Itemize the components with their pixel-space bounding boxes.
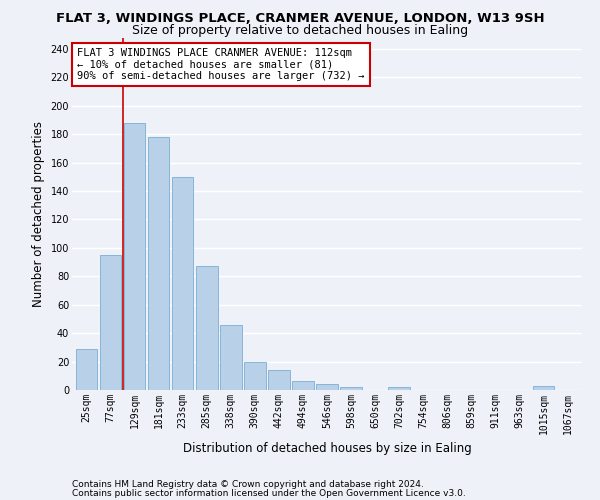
Bar <box>172 177 193 390</box>
Text: FLAT 3, WINDINGS PLACE, CRANMER AVENUE, LONDON, W13 9SH: FLAT 3, WINDINGS PLACE, CRANMER AVENUE, … <box>56 12 544 26</box>
Bar <box>533 386 554 390</box>
Bar <box>292 382 314 390</box>
X-axis label: Distribution of detached houses by size in Ealing: Distribution of detached houses by size … <box>182 442 472 455</box>
Bar <box>148 137 169 390</box>
Text: FLAT 3 WINDINGS PLACE CRANMER AVENUE: 112sqm
← 10% of detached houses are smalle: FLAT 3 WINDINGS PLACE CRANMER AVENUE: 11… <box>77 48 365 82</box>
Bar <box>316 384 338 390</box>
Bar <box>340 387 362 390</box>
Bar <box>100 255 121 390</box>
Bar <box>268 370 290 390</box>
Text: Contains public sector information licensed under the Open Government Licence v3: Contains public sector information licen… <box>72 488 466 498</box>
Bar <box>76 349 97 390</box>
Bar <box>124 123 145 390</box>
Bar <box>196 266 218 390</box>
Bar <box>220 324 242 390</box>
Bar <box>244 362 266 390</box>
Text: Contains HM Land Registry data © Crown copyright and database right 2024.: Contains HM Land Registry data © Crown c… <box>72 480 424 489</box>
Text: Size of property relative to detached houses in Ealing: Size of property relative to detached ho… <box>132 24 468 37</box>
Bar <box>388 387 410 390</box>
Y-axis label: Number of detached properties: Number of detached properties <box>32 120 45 306</box>
